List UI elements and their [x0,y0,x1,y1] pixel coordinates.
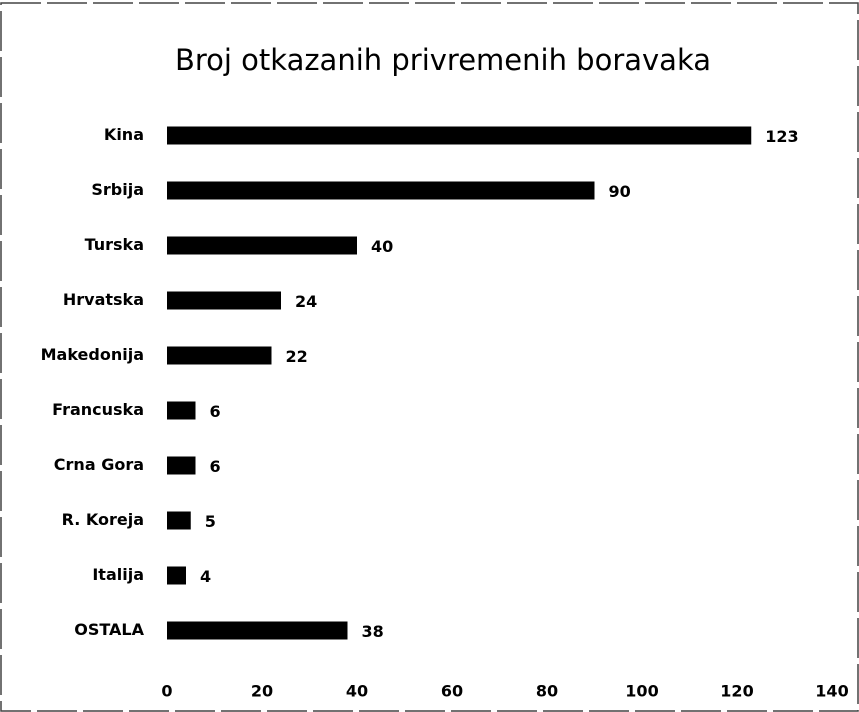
data-label: 22 [286,347,308,366]
y-tick-label: Crna Gora [54,455,144,474]
data-label: 4 [200,567,211,586]
y-tick-label: OSTALA [74,620,144,639]
x-tick-label: 20 [251,682,273,701]
chart-title: Broj otkazanih privremenih boravaka [175,43,711,77]
bar [167,126,752,145]
y-tick-label: R. Koreja [62,510,144,529]
bar [167,566,186,585]
y-tick-label: Italija [92,565,144,584]
bar [167,511,191,530]
bar [167,401,196,420]
x-tick-label: 80 [536,682,558,701]
y-tick-label: Francuska [52,400,144,419]
data-label: 24 [295,292,317,311]
bar [167,291,281,310]
x-tick-label: 60 [441,682,463,701]
bar [167,456,196,475]
data-label: 90 [609,182,631,201]
data-label: 40 [371,237,393,256]
y-tick-label: Srbija [91,180,144,199]
bar [167,621,348,640]
bar [167,346,272,365]
bar [167,181,595,200]
bar [167,236,357,255]
data-label: 6 [210,402,221,421]
data-label: 5 [205,512,216,531]
data-label: 123 [765,127,798,146]
data-label: 6 [210,457,221,476]
y-tick-label: Hrvatska [63,290,144,309]
x-tick-label: 0 [161,682,172,701]
x-tick-label: 40 [346,682,368,701]
y-tick-label: Makedonija [41,345,144,364]
x-tick-label: 100 [625,682,658,701]
x-tick-label: 140 [815,682,848,701]
y-tick-label: Turska [85,235,144,254]
data-label: 38 [362,622,384,641]
y-tick-label: Kina [104,125,144,144]
x-tick-label: 120 [720,682,753,701]
